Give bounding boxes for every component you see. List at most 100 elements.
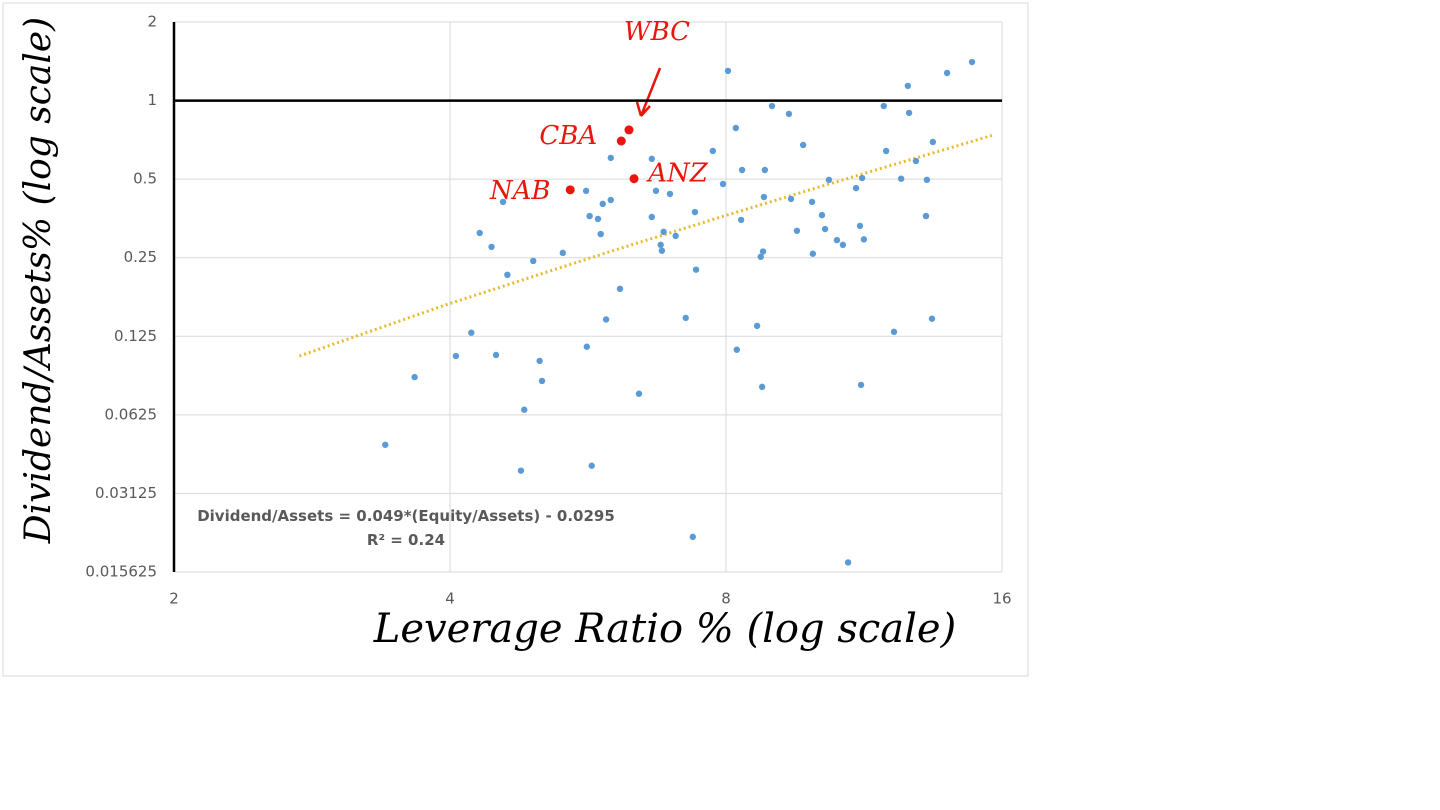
data-point: [672, 232, 679, 240]
data-point: [582, 187, 590, 195]
data-point: [825, 176, 833, 184]
data-point: [968, 58, 976, 66]
data-point: [382, 441, 389, 448]
data-point: [839, 241, 847, 249]
data-point: [709, 147, 717, 155]
data-point: [521, 406, 528, 413]
data-point: [844, 559, 852, 566]
data-point: [624, 125, 634, 135]
data-point: [411, 373, 418, 381]
data-point: [594, 215, 602, 223]
data-point: [616, 136, 626, 146]
data-point: [799, 141, 807, 149]
y-tick-label: 0.5: [133, 170, 157, 188]
wbc-arrow: [635, 67, 662, 117]
equation: Dividend/Assets = 0.049*(Equity/Assets) …: [197, 507, 615, 525]
data-point: [607, 196, 614, 204]
data-point: [733, 346, 741, 353]
data-point: [928, 315, 936, 322]
data-point: [602, 316, 610, 323]
data-point: [583, 343, 591, 350]
data-point: [648, 213, 656, 221]
y-axis-title: Dividend/Assets% (log scale): [18, 17, 59, 544]
x-tick-label: 2: [169, 590, 179, 608]
data-point: [761, 166, 769, 174]
data-point: [616, 285, 624, 293]
data-point: [452, 352, 460, 360]
data-point: [658, 247, 666, 254]
data-point: [912, 157, 920, 165]
point-label: CBA: [539, 121, 597, 151]
data-point: [536, 357, 543, 365]
data-point: [657, 241, 664, 249]
y-tick-label: 1: [147, 91, 157, 109]
data-point: [607, 154, 614, 162]
data-point: [857, 381, 865, 389]
data-point: [648, 155, 656, 163]
data-point: [635, 390, 643, 397]
data-point: [652, 187, 660, 195]
data-point: [809, 250, 817, 257]
data-point: [689, 533, 696, 541]
data-point: [724, 67, 732, 75]
r-squared: R² = 0.24: [367, 531, 445, 549]
point-label: WBC: [624, 17, 690, 47]
data-point: [929, 138, 937, 146]
point-label: ANZ: [646, 159, 709, 189]
data-point: [586, 212, 593, 220]
data-point: [737, 216, 745, 224]
data-point: [530, 257, 537, 265]
data-point: [943, 69, 951, 77]
data-point: [599, 200, 606, 208]
y-tick-label: 0.015625: [85, 563, 157, 581]
data-point: [760, 193, 768, 201]
data-point: [691, 208, 699, 216]
data-point: [732, 124, 740, 132]
data-point: [504, 271, 511, 279]
data-point: [860, 236, 868, 243]
data-point: [499, 198, 507, 206]
data-point: [488, 243, 495, 251]
data-point: [858, 174, 866, 182]
data-point: [787, 195, 795, 203]
data-point: [629, 174, 639, 184]
data-point: [753, 322, 761, 330]
data-point: [682, 314, 689, 322]
data-point: [808, 198, 816, 206]
x-tick-label: 8: [721, 590, 731, 608]
data-point: [538, 377, 546, 385]
data-point: [793, 227, 801, 234]
data-point: [890, 328, 898, 336]
data-point: [719, 180, 727, 188]
data-point: [476, 229, 483, 237]
data-point: [517, 467, 525, 474]
y-tick-label: 2: [147, 13, 157, 31]
data-point: [821, 225, 829, 233]
data-point: [818, 211, 826, 219]
data-point: [880, 102, 887, 110]
data-point: [785, 110, 793, 118]
data-point: [897, 175, 905, 182]
data-point: [882, 147, 890, 155]
data-point: [856, 222, 864, 230]
data-point: [692, 266, 700, 273]
data-point: [666, 190, 674, 198]
data-point: [757, 253, 764, 261]
data-point: [905, 109, 913, 117]
x-tick-label: 16: [992, 590, 1011, 608]
x-tick-label: 4: [445, 590, 455, 608]
data-point: [833, 236, 841, 244]
data-point: [904, 82, 912, 90]
y-tick-label: 0.25: [124, 248, 157, 266]
data-point: [758, 383, 766, 391]
data-point: [759, 248, 767, 255]
data-point: [923, 176, 931, 184]
y-tick-label: 0.0625: [105, 405, 158, 423]
data-point: [852, 184, 860, 192]
data-point: [468, 329, 475, 336]
data-point: [492, 351, 500, 359]
data-point: [588, 462, 595, 469]
point-label: NAB: [489, 176, 551, 206]
y-tick-label: 0.03125: [95, 484, 157, 502]
